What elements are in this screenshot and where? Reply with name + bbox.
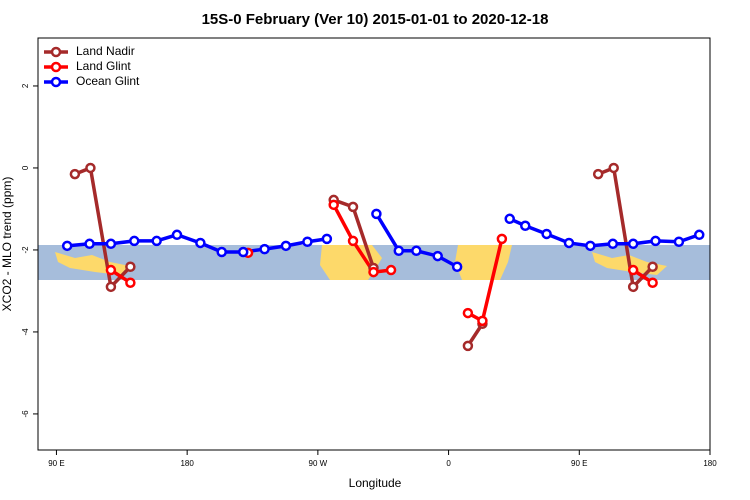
data-point	[673, 236, 685, 247]
data-point	[647, 261, 658, 273]
land-patch	[320, 245, 382, 280]
x-tick-label: 90 E	[48, 459, 64, 468]
data-point	[368, 266, 379, 278]
x-tick-label: 0	[446, 459, 451, 468]
y-tick-label: 0	[21, 165, 30, 170]
legend-swatch-marker	[50, 46, 62, 58]
data-point	[541, 228, 552, 240]
legend-swatch-marker	[50, 61, 62, 73]
data-point	[563, 237, 575, 249]
data-point	[627, 238, 639, 250]
data-point	[129, 235, 140, 247]
data-point	[592, 168, 604, 180]
data-point	[520, 220, 531, 232]
data-point	[105, 281, 117, 293]
x-tick-label: 180	[180, 459, 194, 468]
legend-label: Land Nadir	[76, 44, 135, 58]
data-point	[105, 238, 117, 250]
x-axis-label: Longitude	[349, 476, 402, 490]
data-point	[302, 236, 313, 247]
data-point	[650, 235, 661, 247]
data-point	[411, 245, 422, 257]
data-point	[647, 277, 658, 288]
data-point	[237, 246, 249, 258]
legend-label: Ocean Glint	[76, 74, 140, 88]
legend-swatch-marker	[50, 76, 62, 88]
data-point	[84, 238, 95, 250]
plot-frame	[37, 37, 711, 451]
data-point	[496, 233, 508, 245]
data-point	[171, 229, 183, 241]
data-point	[195, 237, 206, 249]
data-point	[371, 208, 382, 220]
series-line	[109, 204, 654, 324]
x-tick-label: 180	[703, 459, 717, 468]
data-point	[462, 307, 474, 319]
y-tick-label: -2	[21, 246, 30, 254]
data-point	[125, 277, 136, 288]
data-point	[347, 235, 359, 247]
data-point	[694, 229, 705, 241]
data-point	[259, 243, 270, 255]
data-point	[432, 250, 443, 262]
data-point	[451, 261, 463, 273]
data-point	[607, 238, 619, 250]
data-point	[462, 340, 474, 352]
data-point	[328, 199, 339, 211]
data-point	[85, 162, 96, 174]
data-point	[627, 281, 639, 293]
data-point	[504, 213, 515, 225]
data-point	[280, 240, 292, 252]
y-tick-label: -4	[21, 328, 30, 336]
data-point	[61, 240, 73, 252]
y-tick-label: 2	[21, 83, 30, 88]
data-point	[151, 235, 162, 247]
y-axis-label: XCO2 - MLO trend (ppm)	[0, 177, 14, 312]
chart-title: 15S-0 February (Ver 10) 2015-01-01 to 20…	[202, 11, 549, 28]
x-tick-label: 90 W	[309, 459, 328, 468]
data-point	[608, 162, 619, 174]
data-point	[69, 168, 81, 180]
x-tick-label: 90 E	[571, 459, 587, 468]
data-point	[125, 261, 136, 273]
data-point	[216, 246, 227, 258]
legend-label: Land Glint	[76, 59, 131, 73]
y-tick-label: -6	[21, 410, 30, 418]
data-point	[321, 233, 333, 245]
data-point	[627, 264, 639, 276]
data-point	[347, 201, 359, 213]
data-point	[385, 264, 397, 276]
data-point	[477, 315, 488, 327]
data-point	[105, 264, 117, 276]
data-point	[393, 245, 405, 257]
data-point	[585, 240, 596, 252]
